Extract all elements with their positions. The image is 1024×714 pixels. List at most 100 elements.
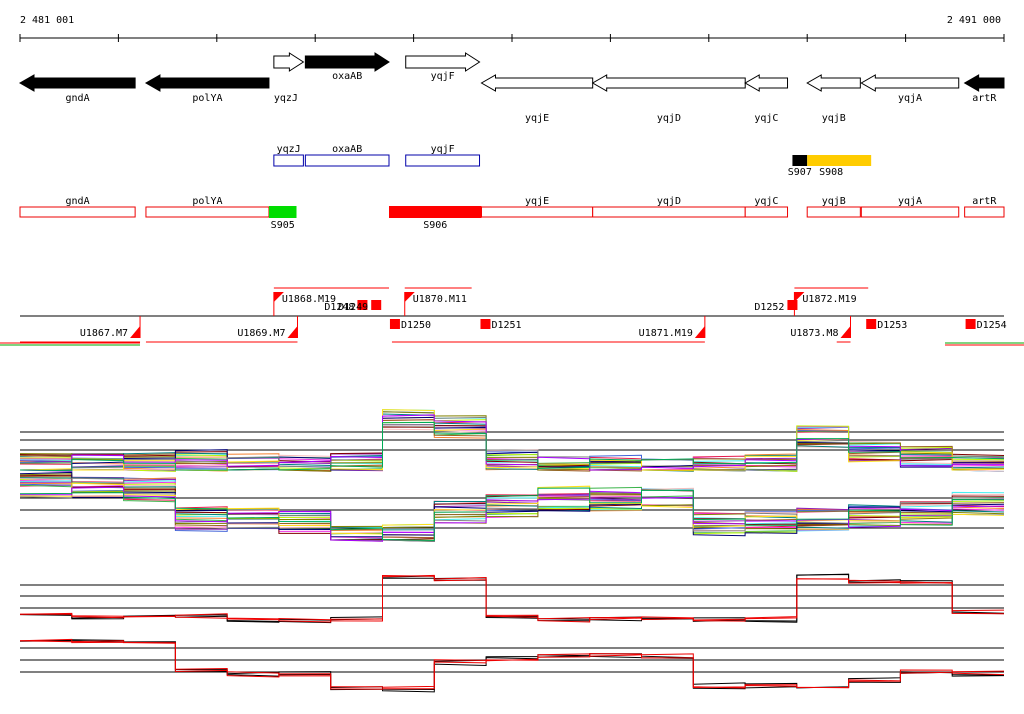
- gene-box-label: artR: [972, 196, 997, 207]
- gene-box-gndA: [19, 206, 136, 218]
- gene-box-track-lower: gndA polYA yqjE yqjD yqjC yqjB yqjA artR S905 S90…: [19, 196, 1005, 231]
- gene-arrow-oxaAB[interactable]: [304, 52, 390, 72]
- gene-arrow-polYA[interactable]: [144, 74, 270, 92]
- expression-line: [19, 477, 1005, 542]
- feature-label: U1872.M19: [802, 294, 856, 305]
- feature-flag-U1872.M19[interactable]: [794, 292, 805, 302]
- gene-arrow-yqjF[interactable]: [405, 52, 481, 72]
- gene-arrow-yqjB[interactable]: [806, 74, 861, 92]
- gene-arrow-yqjE[interactable]: [480, 74, 594, 92]
- gene-label: yqjF: [431, 71, 455, 82]
- gene-box-label: yqjA: [898, 196, 922, 207]
- expression-line: [19, 416, 1005, 472]
- feature-box-D1250[interactable]: [389, 319, 400, 329]
- gene-box-yqjE: [480, 206, 594, 218]
- feature-box-D1253[interactable]: [866, 319, 877, 329]
- gene-box-label: yqjD: [657, 196, 681, 207]
- gene-box-artR: [964, 206, 1005, 218]
- segment-label: S905: [271, 220, 295, 231]
- gene-label: gndA: [66, 93, 90, 104]
- gene-label: yqjD: [657, 113, 681, 124]
- coordinate-start: 2 481 001: [20, 15, 74, 26]
- feature-flag-U1870.M11[interactable]: [404, 292, 415, 302]
- expression-line: [19, 638, 1005, 689]
- feature-flag-U1873.M8[interactable]: [840, 326, 851, 338]
- gene-box-label: oxaAB: [332, 144, 362, 155]
- feature-label: U1871.M19: [639, 328, 693, 339]
- gene-box-yqjA: [860, 206, 960, 218]
- expression-profile-tracks: [19, 409, 1005, 693]
- gene-box-yqjC: [744, 206, 789, 218]
- gene-label: yqjE: [525, 113, 549, 124]
- feature-box-D1251[interactable]: [480, 319, 491, 329]
- feature-label: D1250: [401, 320, 431, 331]
- gene-label: oxaAB: [332, 71, 362, 82]
- gene-arrow-yqzJ[interactable]: [273, 52, 305, 72]
- feature-label: D1249: [338, 302, 368, 313]
- feature-flag-U1868.M19[interactable]: [273, 292, 284, 302]
- gene-box-polYA: [145, 206, 270, 218]
- expression-line: [19, 487, 1005, 542]
- feature-box-D1252[interactable]: [787, 300, 798, 310]
- gene-label: artR: [972, 93, 997, 104]
- feature-label: U1868.M19: [282, 294, 336, 305]
- expression-line: [19, 419, 1005, 472]
- gene-label: yqjC: [754, 113, 778, 124]
- expression-line: [20, 476, 1005, 542]
- feature-flag-U1867.M7[interactable]: [130, 326, 141, 338]
- segment-label: S907: [788, 167, 812, 178]
- expression-line: [19, 640, 1005, 690]
- gene-box-yqjF: [405, 154, 481, 167]
- expression-line: [20, 486, 1005, 542]
- segment-S907: [792, 155, 808, 166]
- gene-box-track-upper: yqzJ oxaAB yqjF: [273, 144, 481, 167]
- gene-arrow-artR[interactable]: [963, 74, 1005, 92]
- feature-label: U1870.M11: [413, 294, 467, 305]
- gene-arrow-yqjA[interactable]: [860, 74, 960, 92]
- feature-flag-U1871.M19[interactable]: [694, 326, 705, 338]
- gene-box-yqjB: [806, 206, 861, 218]
- gene-label: yqjB: [822, 113, 846, 124]
- feature-box-D1254[interactable]: [965, 319, 976, 329]
- coordinate-end: 2 491 000: [947, 15, 1001, 26]
- gene-box-label: polYA: [192, 196, 222, 207]
- gene-arrow-yqjC[interactable]: [744, 74, 789, 92]
- gene-label: yqjA: [898, 93, 922, 104]
- gene-box-label: gndA: [66, 196, 90, 207]
- gene-box-label: yqjF: [431, 144, 455, 155]
- feature-label: U1869.M7: [237, 328, 285, 339]
- segment-S905: [268, 206, 297, 218]
- segment-label: S906: [423, 220, 447, 231]
- gene-box-yqjD: [592, 206, 746, 218]
- gene-track[interactable]: gndA polYA yqzJ oxaAB yqjF yqjE yqjD yqjC yqjB yq…: [18, 52, 1005, 124]
- gene-box-oxaAB: [304, 154, 390, 167]
- gene-box-yqzJ: [273, 154, 304, 167]
- gene-arrow-gndA[interactable]: [18, 74, 136, 92]
- expression-line: [19, 477, 1005, 542]
- feature-label: D1253: [877, 320, 907, 331]
- expression-line: [19, 574, 1005, 622]
- gene-label: polYA: [192, 93, 222, 104]
- feature-label: D1248: [324, 302, 354, 313]
- feature-label: U1873.M8: [790, 328, 838, 339]
- gene-box-label: yqzJ: [277, 144, 301, 155]
- expression-line: [19, 473, 1005, 530]
- feature-label: D1251: [491, 320, 521, 331]
- segment-track: S907 S908: [788, 155, 872, 178]
- gene-arrow-yqjD[interactable]: [591, 74, 746, 92]
- gene-box-label: yqjE: [525, 196, 549, 207]
- feature-label: D1254: [977, 320, 1007, 331]
- gene-box-label: yqjB: [822, 196, 846, 207]
- gene-label: yqzJ: [274, 93, 298, 104]
- feature-label: U1867.M7: [80, 328, 128, 339]
- expression-line: [19, 413, 1005, 472]
- ruler-ticks: [19, 34, 1005, 42]
- feature-box-D1249[interactable]: [371, 300, 382, 310]
- expression-line: [19, 480, 1005, 532]
- feature-flag-U1869.M7[interactable]: [287, 326, 298, 338]
- expression-line: [19, 639, 1005, 691]
- feature-box-D1248[interactable]: [357, 300, 368, 310]
- segment-label: S908: [819, 167, 843, 178]
